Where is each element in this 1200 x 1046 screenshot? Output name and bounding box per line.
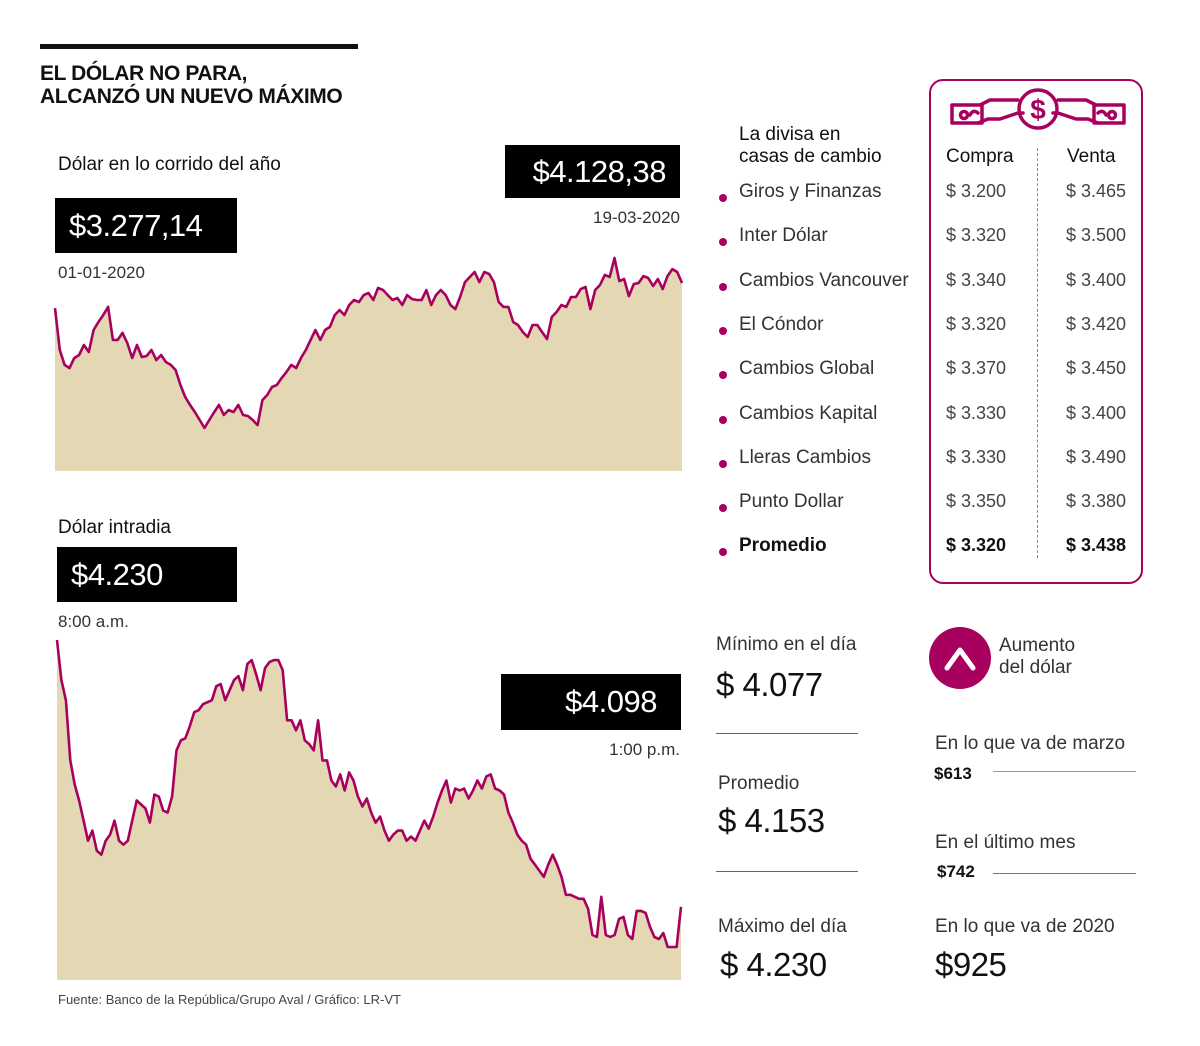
year-end-date: 19-03-2020 (593, 208, 680, 227)
sell-value: $ 3.400 (1066, 269, 1127, 290)
sell-value: $ 3.500 (1066, 225, 1127, 246)
divider (716, 871, 858, 872)
intraday-end-value-box: $4.098 (501, 674, 681, 730)
exchange-table-title-line-2: casas de cambio (739, 146, 882, 167)
year-end-value-box: $4.128,38 (505, 145, 680, 198)
sell-value: $ 3.465 (1066, 181, 1127, 201)
average-value: $ 4.153 (718, 802, 825, 839)
intraday-start-time: 8:00 a.m. (58, 612, 129, 631)
intraday-end-time: 1:00 p.m. (609, 740, 680, 759)
year-chart-title: Dólar en lo corrido del año (58, 154, 281, 175)
intraday-chart-title: Dólar intradia (58, 517, 171, 538)
buy-value: $ 3.350 (946, 491, 1007, 512)
buy-value: $ 3.340 (946, 269, 1007, 290)
bullet (719, 189, 727, 207)
headline-rule (40, 44, 358, 49)
year-start-value: $3.277,14 (69, 207, 203, 243)
sell-value: $ 3.490 (1066, 446, 1127, 467)
series-line (53, 256, 684, 430)
svg-text:$: $ (1030, 94, 1046, 125)
area-fill (55, 258, 682, 471)
headline: EL DÓLAR NO PARA, ALCANZÓ UN NUEVO MÁXIM… (40, 62, 343, 108)
hands-exchanging-dollar-icon: $ (950, 88, 1126, 130)
headline-line-1: EL DÓLAR NO PARA, (40, 62, 248, 85)
exchange-house-name: Cambios Global (739, 358, 875, 380)
exchange-house-name: Giros y Finanzas (739, 181, 882, 202)
exchange-table-title-line-1: La divisa en (739, 124, 841, 145)
exchange-house-name: Punto Dollar (739, 491, 844, 513)
series-line (55, 639, 683, 949)
column-divider (1037, 148, 1038, 558)
divider (993, 873, 1136, 874)
bullet (719, 499, 727, 517)
buy-value: $ 3.370 (946, 358, 1007, 379)
exchange-house-name: Inter Dólar (739, 225, 828, 247)
increase-year-value: $925 (935, 946, 1007, 983)
divider (993, 771, 1136, 772)
increase-march-value: $613 (934, 764, 972, 783)
increase-title-line-1: Aumento (999, 635, 1076, 656)
year-end-value: $4.128,38 (532, 153, 667, 189)
year-chart (53, 256, 684, 471)
source-note: Fuente: Banco de la República/Grupo Aval… (58, 992, 401, 1007)
bullet (719, 366, 727, 384)
bullet (719, 322, 727, 340)
increase-month-label: En el último mes (935, 832, 1076, 853)
exchange-house-name: El Cóndor (739, 313, 824, 335)
increase-year-label: En lo que va de 2020 (935, 916, 1115, 937)
sell-value: $ 3.400 (1066, 402, 1127, 423)
arrow-up-icon (929, 627, 991, 689)
intraday-start-value-box: $4.230 (57, 547, 237, 602)
intraday-chart (55, 639, 683, 980)
buy-value: $ 3.200 (946, 181, 1007, 201)
average-sell-value: $ 3.438 (1066, 535, 1127, 556)
area-fill (57, 640, 681, 980)
divider (716, 733, 858, 734)
min-label: Mínimo en el día (716, 634, 857, 655)
bullet (719, 455, 727, 473)
buy-value: $ 3.330 (946, 446, 1007, 467)
exchange-house-name: Cambios Kapital (739, 402, 878, 424)
average-row-label: Promedio (739, 535, 827, 557)
column-header-buy: Compra (946, 146, 1014, 167)
year-start-value-box: $3.277,14 (55, 198, 237, 253)
sell-value: $ 3.450 (1066, 358, 1127, 379)
column-header-sell: Venta (1067, 146, 1116, 167)
buy-value: $ 3.320 (946, 225, 1007, 246)
year-start-date: 01-01-2020 (58, 263, 145, 282)
exchange-house-name: Lleras Cambios (739, 446, 871, 468)
bullet (719, 411, 727, 429)
max-value: $ 4.230 (720, 946, 827, 983)
max-label: Máximo del día (718, 916, 847, 937)
intraday-end-value: $4.098 (565, 684, 657, 719)
sell-value: $ 3.420 (1066, 313, 1127, 334)
increase-march-label: En lo que va de marzo (935, 733, 1126, 754)
increase-title-line-2: del dólar (999, 657, 1072, 678)
bullet (719, 278, 727, 296)
buy-value: $ 3.320 (946, 313, 1007, 334)
exchange-table-title: La divisa en casas de cambio (739, 124, 882, 168)
rates-box (929, 79, 1143, 584)
bullet (719, 543, 727, 561)
average-label: Promedio (718, 773, 800, 794)
increase-month-value: $742 (937, 862, 975, 881)
bullet (719, 233, 727, 251)
sell-value: $ 3.380 (1066, 491, 1127, 512)
headline-line-2: ALCANZÓ UN NUEVO MÁXIMO (40, 85, 343, 108)
average-buy-value: $ 3.320 (946, 535, 1007, 556)
min-value: $ 4.077 (716, 666, 823, 703)
buy-value: $ 3.330 (946, 402, 1007, 423)
intraday-start-value: $4.230 (71, 556, 163, 592)
increase-title: Aumento del dólar (999, 635, 1075, 679)
exchange-house-name: Cambios Vancouver (739, 269, 909, 291)
